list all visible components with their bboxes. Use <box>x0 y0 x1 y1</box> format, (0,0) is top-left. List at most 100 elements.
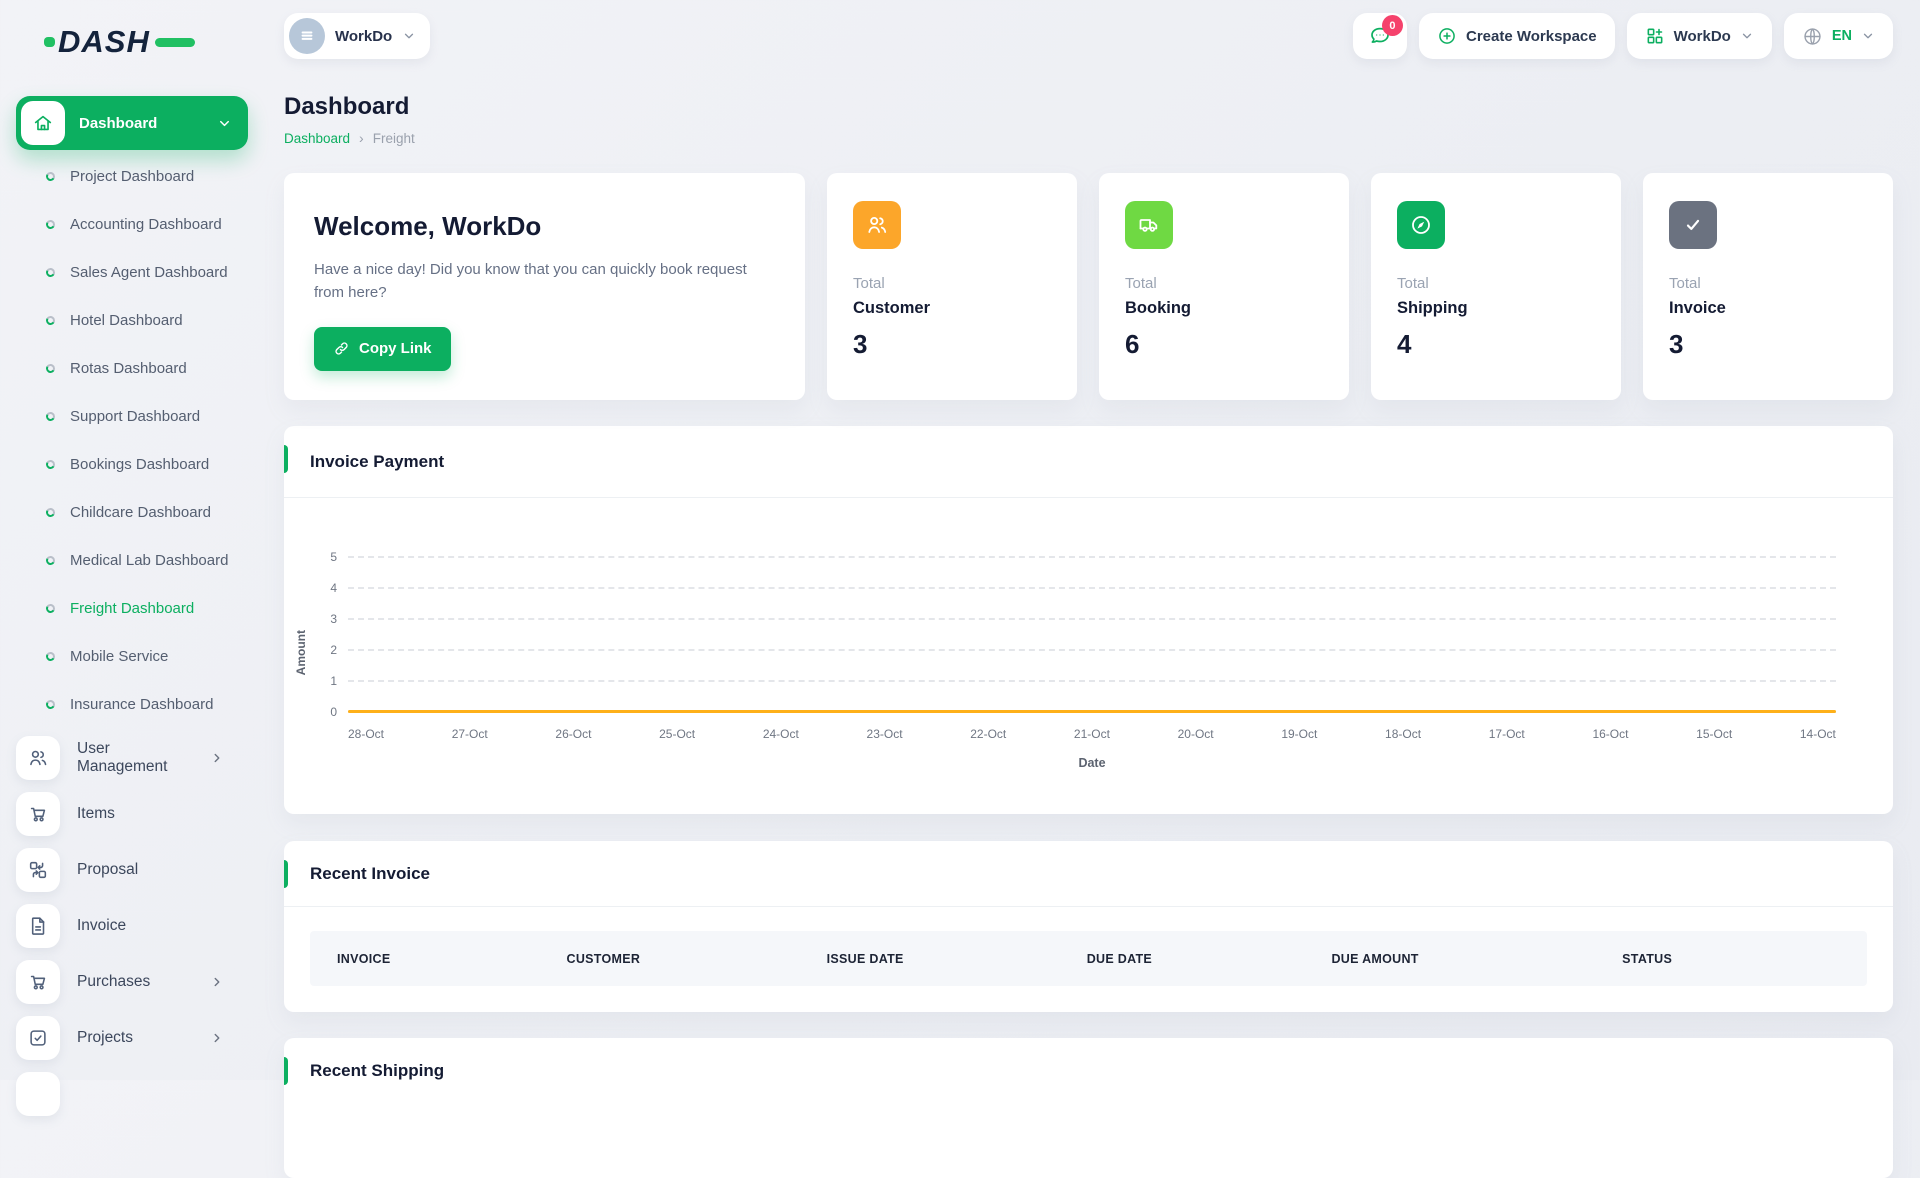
summary-cards-row: Welcome, WorkDo Have a nice day! Did you… <box>284 173 1893 400</box>
sidebar-subitem[interactable]: Sales Agent Dashboard <box>44 248 264 296</box>
sidebar-subitem[interactable]: Hotel Dashboard <box>44 296 264 344</box>
proposal-swap-icon <box>16 848 60 892</box>
y-tick-label: 1 <box>330 674 337 688</box>
stat-total-label: Total <box>853 275 885 292</box>
logo-text: DASH <box>58 24 150 59</box>
stat-total-label: Total <box>1125 275 1157 292</box>
stat-name: Invoice <box>1669 299 1726 317</box>
link-icon <box>333 340 350 357</box>
gridline-row: 1 <box>312 674 1836 688</box>
home-icon <box>21 101 65 145</box>
recent-invoice-header: Recent Invoice <box>284 841 1893 907</box>
bullet-icon <box>44 554 57 566</box>
breadcrumb-dashboard-link[interactable]: Dashboard <box>284 130 351 146</box>
recent-shipping-title: Recent Shipping <box>310 1061 445 1080</box>
x-tick-label: 18-Oct <box>1385 727 1422 741</box>
chevron-down-icon <box>1861 29 1875 43</box>
sidebar-subitem[interactable]: Mobile Service <box>44 632 264 680</box>
bullet-icon <box>44 170 57 182</box>
workspace-menu-label: WorkDo <box>1673 27 1731 45</box>
chevron-right-icon <box>210 751 224 765</box>
workspace-avatar-building-icon <box>289 18 325 54</box>
sidebar-subitem[interactable]: Insurance Dashboard <box>44 680 264 728</box>
breadcrumb-current: Freight <box>372 130 415 146</box>
x-tick-label: 22-Oct <box>970 727 1007 741</box>
sidebar-subitem[interactable]: Bookings Dashboard <box>44 440 264 488</box>
main-content: WorkDo 0 <box>284 0 1893 1178</box>
workspace-name: WorkDo <box>335 27 393 45</box>
x-tick-label: 28-Oct <box>348 727 385 741</box>
create-workspace-button[interactable]: Create Workspace <box>1418 13 1615 59</box>
dashed-gridline <box>348 649 1836 651</box>
x-tick-label: 27-Oct <box>451 727 488 741</box>
users-icon <box>853 201 901 249</box>
users-icon <box>16 736 60 780</box>
y-tick-label: 2 <box>330 643 337 657</box>
topbar: WorkDo 0 <box>284 13 1893 59</box>
invoice-payment-chart: Amount 5 4 3 <box>284 498 1893 813</box>
y-tick-label: 3 <box>330 612 337 626</box>
x-tick-label: 14-Oct <box>1799 727 1836 741</box>
sidebar-subitem[interactable]: Rotas Dashboard <box>44 344 264 392</box>
page-header: Dashboard Dashboard › Freight <box>284 93 1893 146</box>
breadcrumb-separator: › <box>359 130 364 146</box>
bullet-icon <box>44 650 57 662</box>
sidebar-item-items[interactable]: Items <box>0 786 264 842</box>
invoice-payment-header: Invoice Payment <box>284 426 1893 498</box>
sidebar-subitem[interactable]: Childcare Dashboard <box>44 488 264 536</box>
x-tick-label: 26-Oct <box>555 727 592 741</box>
column-header: DUE DATE <box>1086 951 1153 966</box>
welcome-title: Welcome, WorkDo <box>314 211 542 241</box>
app-logo[interactable]: DASH <box>0 0 264 60</box>
chevron-right-icon <box>210 1031 224 1045</box>
dashboard-submenu: Project Dashboard Accounting Dashboard S… <box>0 150 264 728</box>
x-tick-label: 16-Oct <box>1592 727 1629 741</box>
messages-button[interactable]: 0 <box>1352 13 1407 59</box>
dashed-gridline <box>348 618 1836 620</box>
x-tick-label: 23-Oct <box>866 727 903 741</box>
sidebar-item-cutoff[interactable] <box>0 1066 264 1122</box>
sidebar-subitem[interactable]: Support Dashboard <box>44 392 264 440</box>
workspace-selector[interactable]: WorkDo <box>284 13 431 59</box>
sidebar-menu: User Management Items Proposal <box>0 728 264 1122</box>
dashed-gridline <box>348 556 1836 558</box>
invoice-file-icon <box>16 904 60 948</box>
x-tick-label: 17-Oct <box>1488 727 1525 741</box>
invoice-payment-title: Invoice Payment <box>310 451 445 471</box>
stat-card-shipping: Total Shipping 4 <box>1371 173 1621 400</box>
sidebar-subitem[interactable]: Project Dashboard <box>44 152 264 200</box>
invoice-table-header: INVOICE CUSTOMER ISSUE DATE DUE DATE DUE AMO… <box>310 931 1867 986</box>
sidebar-item-invoice[interactable]: Invoice <box>0 898 264 954</box>
stat-card-booking: Total Booking 6 <box>1099 173 1349 400</box>
sidebar-subitem[interactable]: Freight Dashboard <box>44 584 264 632</box>
stat-value: 3 <box>853 329 868 359</box>
bullet-icon <box>44 218 57 230</box>
dashed-gridline <box>348 680 1836 682</box>
amount-series-line <box>348 710 1836 713</box>
workspace-menu-button[interactable]: WorkDo <box>1626 13 1772 59</box>
sidebar-item-proposal[interactable]: Proposal <box>0 842 264 898</box>
sidebar-item-purchases[interactable]: Purchases <box>0 954 264 1010</box>
copy-link-button[interactable]: Copy Link <box>314 326 451 371</box>
plus-circle-icon <box>1437 26 1457 46</box>
stat-value: 3 <box>1669 329 1684 359</box>
sidebar: DASH Dashboard Project Dashboard Account… <box>0 0 264 1116</box>
stat-value: 4 <box>1397 329 1412 359</box>
logo-accent-bar <box>154 37 195 47</box>
stat-card-invoice: Total Invoice 3 <box>1643 173 1893 400</box>
column-header: DUE AMOUNT <box>1331 951 1419 966</box>
check-icon <box>1669 201 1717 249</box>
sidebar-subitem[interactable]: Accounting Dashboard <box>44 200 264 248</box>
x-tick-label: 19-Oct <box>1281 727 1318 741</box>
sidebar-item-user-management[interactable]: User Management <box>0 730 264 786</box>
stat-name: Customer <box>853 299 931 317</box>
y-tick-label: 4 <box>330 581 337 595</box>
column-header: ISSUE DATE <box>826 951 904 966</box>
y-tick-label: 5 <box>330 550 337 564</box>
bullet-icon <box>44 410 57 422</box>
sidebar-subitem[interactable]: Medical Lab Dashboard <box>44 536 264 584</box>
sidebar-item-dashboard[interactable]: Dashboard <box>16 96 248 150</box>
page-title: Dashboard <box>284 93 410 120</box>
sidebar-item-projects[interactable]: Projects <box>0 1010 264 1066</box>
language-selector[interactable]: EN <box>1783 13 1893 59</box>
